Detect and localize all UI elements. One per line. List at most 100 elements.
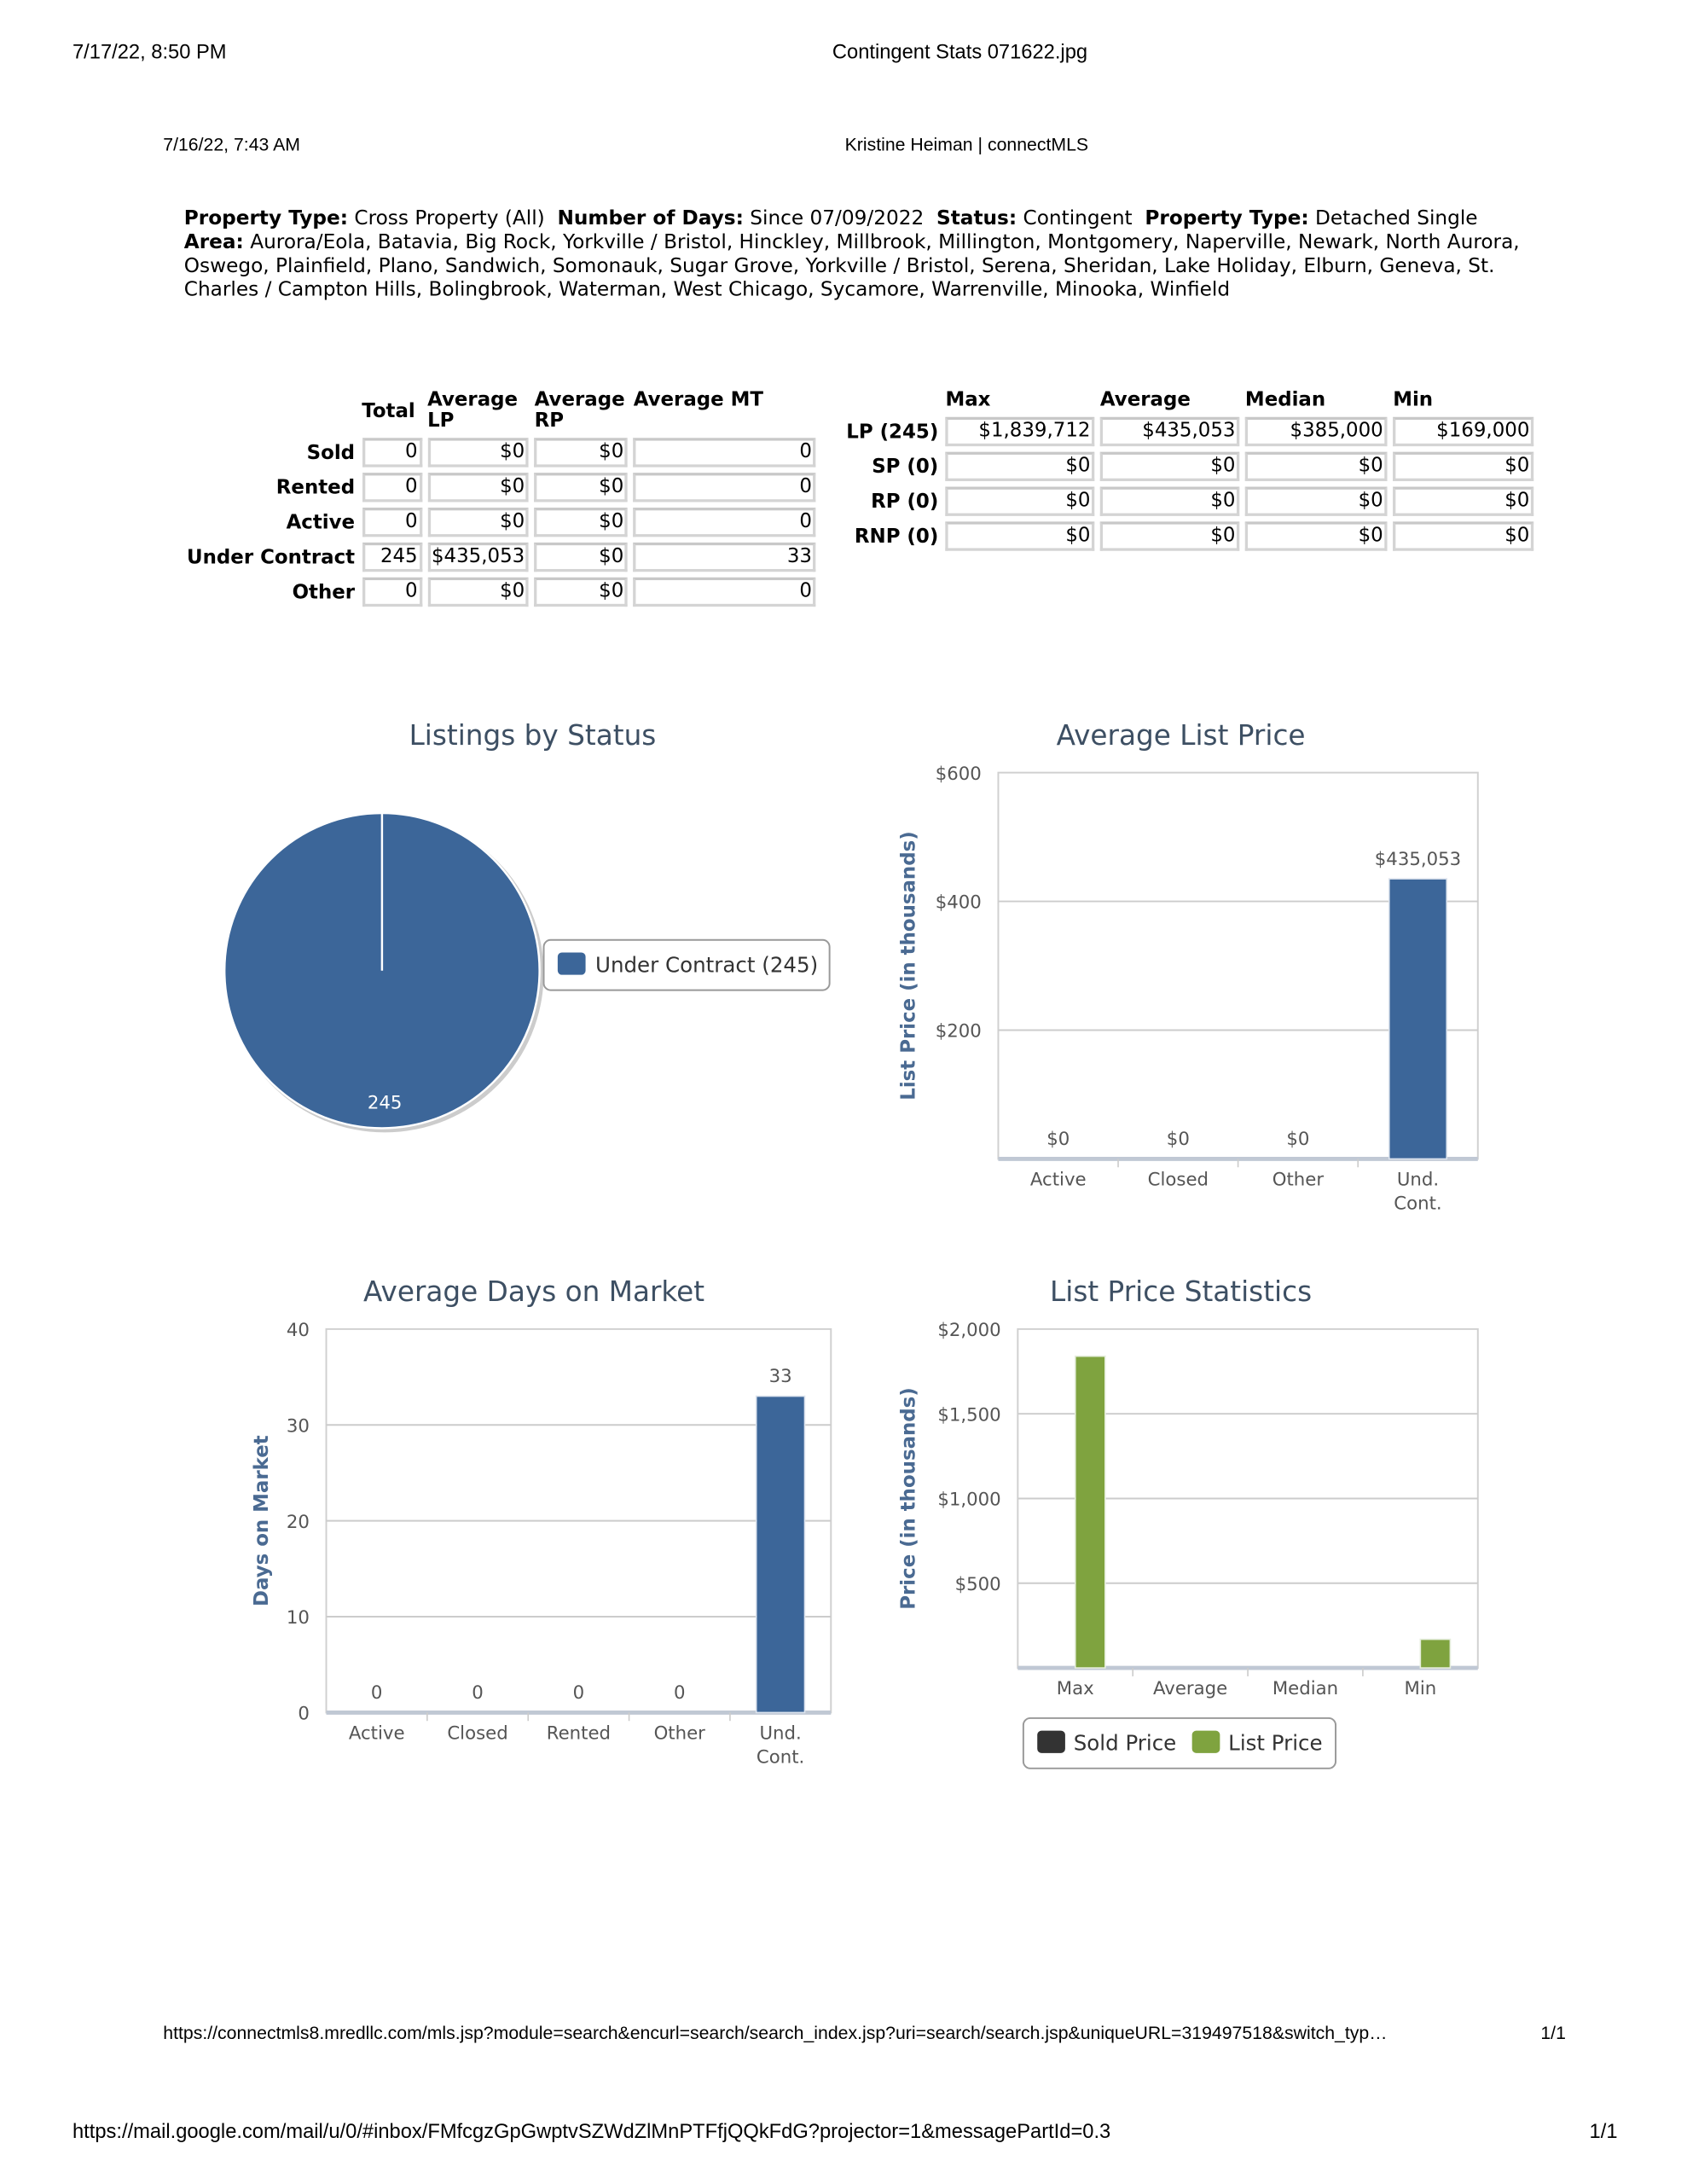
row-label: SP (0) <box>872 455 939 478</box>
bar-data-label: $0 <box>1286 1129 1309 1150</box>
y-tick-label: $1,500 <box>937 1404 1000 1426</box>
table-cell: 0 <box>633 438 816 468</box>
table-cell: 0 <box>633 473 816 502</box>
table-row: Active 0 $0 $0 0 <box>187 508 816 537</box>
criteria-label: Number of Days: <box>557 207 744 230</box>
y-tick-label: 30 <box>287 1415 310 1437</box>
search-criteria: Property Type: Cross Property (All) Numb… <box>184 208 1557 303</box>
x-tick-label: Other <box>1272 1169 1325 1190</box>
bar-data-label: 33 <box>769 1366 792 1387</box>
criteria-value: Contingent <box>1023 207 1133 230</box>
footer-page-number: 1/1 <box>1540 2022 1566 2043</box>
row-label: Active <box>286 511 356 534</box>
x-tick-label: Active <box>349 1722 405 1744</box>
y-axis-label: Days on Market <box>251 1435 273 1606</box>
row-label: RP (0) <box>871 490 939 513</box>
print-datetime: 7/17/22, 8:50 PM <box>72 42 227 65</box>
bar-data-label: $0 <box>1046 1129 1070 1150</box>
table-cell: $0 <box>534 438 629 468</box>
criteria-area: Aurora/Eola, Batavia, Big Rock, Yorkvill… <box>183 231 1520 302</box>
table-cell: 0 <box>633 577 816 607</box>
table-cell: $0 <box>427 508 530 537</box>
bar-data-label: 0 <box>472 1682 484 1704</box>
column-header: Average MT <box>633 389 764 412</box>
table-row: Sold 0 $0 $0 0 <box>187 438 816 468</box>
table-cell: $0 <box>1099 521 1240 551</box>
bar <box>1388 878 1448 1160</box>
footer-url[interactable]: https://connectmls8.mredllc.com/mls.jsp?… <box>163 2022 1388 2043</box>
table-cell: $0 <box>945 486 1095 516</box>
table-row: Other 0 $0 $0 0 <box>187 577 816 607</box>
browser-footer-page-number: 1/1 <box>1589 2121 1618 2144</box>
table-row: RNP (0) $0 $0 $0 $0 <box>846 521 1534 551</box>
y-tick-label: $200 <box>936 1021 982 1043</box>
y-tick-label: 10 <box>287 1607 310 1629</box>
y-tick-label: $400 <box>936 892 982 914</box>
row-label: LP (245) <box>846 420 939 444</box>
bar-data-label: $0 <box>1167 1129 1190 1150</box>
legend-box <box>542 938 831 991</box>
bar-data-label: 0 <box>674 1682 686 1704</box>
table-cell: 0 <box>362 473 422 502</box>
y-tick-label: $2,000 <box>937 1320 1000 1341</box>
table-row: Under Contract 245 $435,053 $0 33 <box>187 542 816 572</box>
y-tick-label: $600 <box>936 764 982 785</box>
chart-title: Average Days on Market <box>363 1275 704 1308</box>
bar-data-label: 0 <box>573 1682 585 1704</box>
x-tick-label: Average <box>1153 1678 1227 1699</box>
legend-label: List Price <box>1228 1731 1322 1756</box>
table-cell: $0 <box>1099 451 1240 481</box>
print-title: Contingent Stats 071622.jpg <box>832 42 1088 65</box>
bar-list-price <box>1419 1638 1452 1669</box>
criteria-value: Since 07/09/2022 <box>750 207 925 230</box>
row-label: Other <box>292 580 356 604</box>
y-tick-label: $1,000 <box>937 1490 1000 1511</box>
x-tick-label: Closed <box>1148 1169 1209 1190</box>
y-tick-label: 0 <box>298 1704 310 1725</box>
table-cell: $0 <box>1244 521 1388 551</box>
table-cell: $0 <box>534 508 629 537</box>
y-tick-label: $500 <box>955 1574 1001 1595</box>
status-table: Total Average LP Average RP Average MT S… <box>182 385 822 612</box>
legend-swatch <box>1191 1730 1220 1753</box>
x-tick-label: Rented <box>547 1722 611 1744</box>
table-cell: $0 <box>1393 521 1534 551</box>
legend-label: Under Contract (245) <box>595 952 818 977</box>
y-tick-label: 20 <box>287 1512 310 1533</box>
x-tick-label: Closed <box>447 1722 507 1744</box>
table-row: Rented 0 $0 $0 0 <box>187 473 816 502</box>
y-tick-label: 40 <box>287 1320 310 1341</box>
x-tick-label: Und. Cont. <box>1394 1169 1441 1214</box>
table-cell: $0 <box>1393 451 1534 481</box>
table-cell: $0 <box>427 577 530 607</box>
table-cell: 0 <box>362 508 422 537</box>
table-row: RP (0) $0 $0 $0 $0 <box>846 486 1534 516</box>
criteria-label: Property Type: <box>1145 207 1309 230</box>
table-cell: $1,839,712 <box>945 416 1095 447</box>
column-header: Min <box>1393 389 1434 412</box>
table-cell: $169,000 <box>1393 416 1534 447</box>
page-datetime: 7/16/22, 7:43 AM <box>163 133 300 155</box>
criteria-label: Property Type: <box>183 207 349 230</box>
x-tick-label: Und. Cont. <box>757 1722 804 1768</box>
column-header: Max <box>945 389 991 412</box>
table-cell: $0 <box>1244 486 1388 516</box>
bar-data-label: 0 <box>371 1682 383 1704</box>
y-axis-label: List Price (in thousands) <box>897 831 919 1100</box>
row-label: Under Contract <box>187 545 356 569</box>
price-table: Max Average Median Min LP (245) $1,839,71… <box>841 385 1539 556</box>
table-cell: 0 <box>362 438 422 468</box>
table-cell: $0 <box>534 577 629 607</box>
chart-title: List Price Statistics <box>1050 1275 1312 1308</box>
criteria-label: Status: <box>936 207 1017 230</box>
table-cell: $0 <box>534 542 629 572</box>
table-cell: 245 <box>362 542 422 572</box>
table-row: SP (0) $0 $0 $0 $0 <box>846 451 1534 481</box>
x-tick-label: Median <box>1272 1678 1338 1699</box>
browser-footer-url[interactable]: https://mail.google.com/mail/u/0/#inbox/… <box>72 2121 1111 2144</box>
table-cell: $435,053 <box>1099 416 1240 447</box>
column-header: Average <box>1099 389 1191 412</box>
chart-title: Listings by Status <box>409 719 657 752</box>
